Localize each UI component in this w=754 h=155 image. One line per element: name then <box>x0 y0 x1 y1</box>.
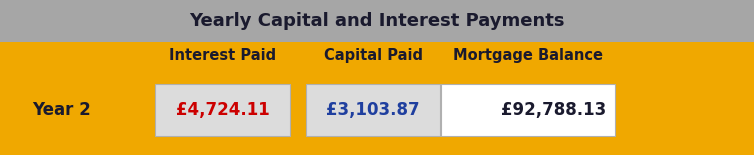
Text: Mortgage Balance: Mortgage Balance <box>453 48 602 63</box>
Bar <box>155 84 290 136</box>
Bar <box>306 84 440 136</box>
Text: £92,788.13: £92,788.13 <box>501 101 606 119</box>
Bar <box>0 0 754 42</box>
Text: Capital Paid: Capital Paid <box>323 48 423 63</box>
Text: £4,724.11: £4,724.11 <box>176 101 269 119</box>
Bar <box>441 84 615 136</box>
Text: Interest Paid: Interest Paid <box>169 48 276 63</box>
Text: £3,103.87: £3,103.87 <box>326 101 420 119</box>
Text: Yearly Capital and Interest Payments: Yearly Capital and Interest Payments <box>189 12 565 30</box>
Text: Year 2: Year 2 <box>32 101 91 119</box>
